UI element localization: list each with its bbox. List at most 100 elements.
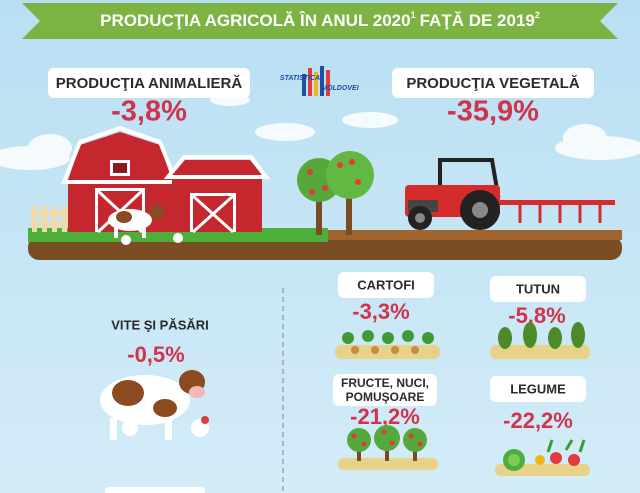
item-label: TUTUN — [516, 281, 560, 296]
vegetable-field — [495, 439, 590, 476]
cow-icon-part — [112, 380, 144, 406]
section-label: PRODUCŢIA ANIMALIERĂ — [56, 75, 243, 92]
item-label: LEGUME — [510, 381, 566, 396]
clouds-part — [342, 112, 398, 128]
cow-small-part — [142, 228, 146, 238]
clouds-part — [563, 124, 607, 152]
trees-part-part — [349, 159, 355, 165]
title-text: PRODUCŢIA AGRICOLĂ ÎN ANUL 2020 — [100, 11, 410, 30]
fence — [30, 206, 74, 232]
vegetable-field-part — [535, 455, 545, 465]
potato-field-part-part — [362, 330, 374, 342]
tobacco-field-part — [490, 345, 590, 359]
potato-field-part-part — [402, 330, 414, 342]
cow-icon-part — [153, 399, 177, 417]
logo-part: MOLDOVEI — [321, 85, 359, 92]
vegetable-field-part — [568, 454, 580, 466]
cow-small-part — [114, 228, 118, 238]
item-change: -22,2% — [503, 408, 573, 433]
trees-part-part — [309, 189, 315, 195]
clouds-part — [255, 123, 315, 141]
fence-part — [62, 206, 67, 232]
item-label: VITE ŞI PĂSĂRI — [111, 317, 209, 332]
item-change: -5,8% — [508, 303, 565, 328]
trees-part-part — [355, 179, 361, 185]
potato-field — [335, 330, 440, 359]
label-box — [392, 68, 594, 98]
trees — [297, 151, 374, 235]
cow-icon — [100, 370, 209, 440]
cow-icon-part — [189, 386, 205, 398]
label-box — [105, 487, 205, 493]
item-change: -3,3% — [352, 299, 409, 324]
trees-part — [346, 195, 352, 235]
logo-part — [326, 70, 330, 96]
tractor-part — [415, 213, 425, 223]
item-change: -0,5% — [127, 342, 184, 367]
logo-part — [308, 68, 312, 96]
orchard-part — [351, 429, 423, 447]
logo-part — [320, 66, 324, 96]
soil — [328, 230, 622, 240]
section-change: -35,9% — [447, 96, 539, 128]
label-box — [490, 276, 586, 302]
suffix-note: 2 — [535, 10, 540, 20]
item-change: -21,2% — [350, 404, 420, 429]
orchard — [338, 425, 438, 470]
tobacco-field-part-part — [571, 322, 585, 348]
trees-part-part — [307, 169, 313, 175]
title: PRODUCŢIA AGRICOLĂ ÎN ANUL 20201 FAŢĂ DE … — [100, 10, 540, 30]
tobacco-field-part-part — [498, 327, 512, 349]
section-change: -3,8% — [111, 96, 187, 128]
logo: STATISTICA MOLDOVEI — [280, 66, 360, 96]
cow-icon-part — [122, 420, 138, 436]
potato-field-part-part — [351, 346, 359, 354]
barn-small — [163, 155, 270, 234]
vegetable-field-part — [546, 439, 586, 453]
potato-field-part-part — [411, 346, 419, 354]
cow-icon-part — [165, 418, 172, 440]
tractor-part — [518, 205, 602, 223]
trees-part-part — [337, 162, 343, 168]
potato-field-part — [342, 330, 434, 344]
orchard-part-part — [361, 441, 367, 447]
barn-small-part — [163, 155, 270, 179]
barn-large-part — [61, 125, 179, 184]
logo-part — [302, 74, 306, 96]
tobacco-field-part-part — [523, 322, 537, 348]
cow-icon-part — [100, 375, 190, 425]
clouds-part — [28, 134, 72, 162]
cow-small-part — [116, 211, 132, 223]
tobacco-field — [490, 322, 590, 359]
orchard-part — [347, 428, 371, 452]
logo-part — [314, 72, 318, 96]
orchard-part — [403, 428, 427, 452]
logo-part: STATISTICA — [280, 75, 320, 82]
fence-part — [42, 206, 47, 232]
cow-small — [108, 205, 183, 245]
cow-small-part — [121, 235, 131, 245]
orchard-part-part — [389, 440, 395, 446]
potato-field-part-part — [371, 346, 379, 354]
tobacco-field-part-part — [548, 327, 562, 349]
title-note: 1 — [411, 10, 416, 20]
section-label: PRODUCŢIA VEGETALĂ — [406, 75, 580, 92]
tractor-part — [500, 200, 615, 205]
fence-part — [32, 206, 37, 232]
label-box — [333, 374, 437, 406]
orchard-part-part — [351, 433, 357, 439]
trees-part — [307, 159, 361, 195]
orchard-part — [374, 425, 400, 451]
barn-small-part — [191, 194, 235, 234]
orchard-part-part — [381, 429, 387, 435]
item-label: FRUCTE, NUCI, — [341, 376, 429, 390]
trees-part-part — [322, 185, 328, 191]
fence-part — [52, 206, 57, 232]
orchard-part-part — [417, 441, 423, 447]
label-box — [48, 68, 250, 98]
item-label: POMUŞOARE — [346, 390, 425, 404]
potato-field-part — [351, 346, 419, 354]
cow-small-part — [173, 233, 183, 243]
trees-part — [316, 195, 322, 235]
potato-field-part-part — [422, 332, 434, 344]
